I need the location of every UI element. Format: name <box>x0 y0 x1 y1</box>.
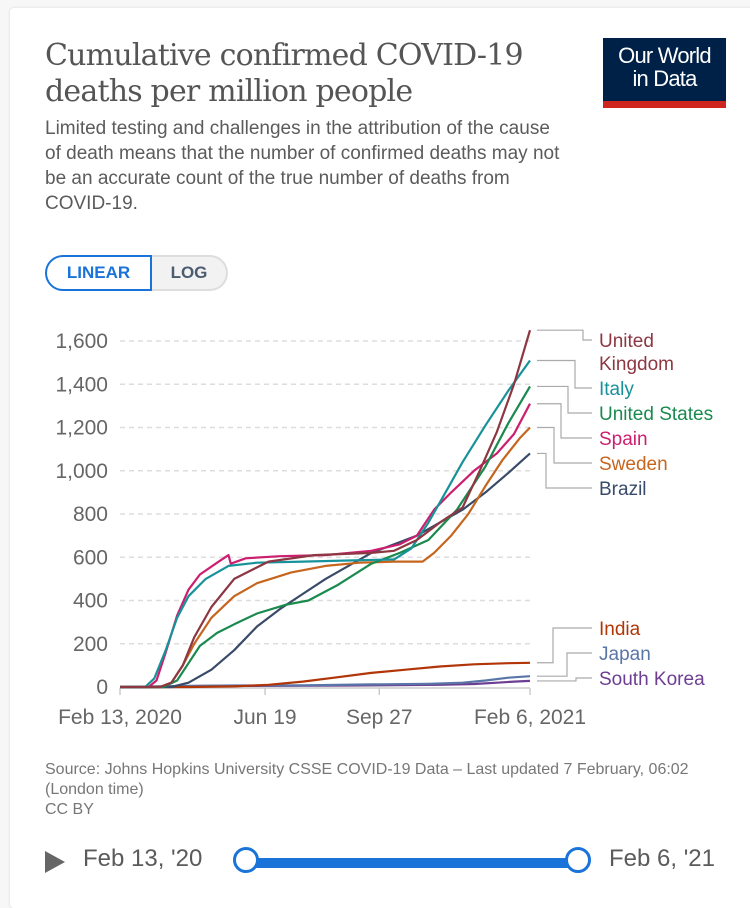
legend-label-brazil[interactable]: Brazil <box>599 479 647 500</box>
owid-logo[interactable]: Our World in Data <box>603 38 726 108</box>
logo-line-1: Our World <box>618 43 711 68</box>
legend-label-japan[interactable]: Japan <box>599 644 651 665</box>
scale-toggle: LINEAR LOG <box>45 255 228 293</box>
legend-label-united-states[interactable]: United States <box>599 404 713 425</box>
source-note: Source: Johns Hopkins University CSSE CO… <box>45 760 725 820</box>
source-text: Source: Johns Hopkins University CSSE CO… <box>45 761 689 798</box>
legend-connector <box>537 329 592 341</box>
series-line-italy[interactable] <box>120 359 531 689</box>
legend-label-india[interactable]: India <box>599 619 641 640</box>
license-text[interactable]: CC BY <box>45 801 94 818</box>
timeline-start-handle[interactable] <box>233 847 259 873</box>
y-axis-ticks: 0 200 400 600 800 1,000 1,200 1,400 1,600 <box>55 330 108 699</box>
logo-line-2: in Data <box>632 66 697 91</box>
chart-title: Cumulative confirmed COVID-19 deaths per… <box>45 38 524 109</box>
legend-label-united-kingdom[interactable]: Kingdom <box>599 354 674 375</box>
x-tick-label: Feb 13, 2020 <box>58 706 182 729</box>
x-tick-label: Jun 19 <box>234 706 297 729</box>
legend-label-sweden[interactable]: Sweden <box>599 454 668 475</box>
series-line-spain[interactable] <box>120 403 531 689</box>
timeline-start-label: Feb 13, '20 <box>83 845 203 872</box>
y-tick-label: 1,400 <box>55 373 108 396</box>
line-chart: 0 200 400 600 800 1,000 1,200 1,400 1,600 Feb 13… <box>55 329 713 729</box>
series-line-sweden[interactable] <box>120 426 531 689</box>
timeline-end-handle[interactable] <box>565 847 591 873</box>
y-tick-label: 1,600 <box>55 330 108 353</box>
legend-label-united-kingdom[interactable]: United <box>599 331 654 352</box>
legend-connector <box>537 385 592 414</box>
series-line-united-states[interactable] <box>120 385 531 689</box>
legend-connector <box>537 359 592 389</box>
chart-subtitle: Limited testing and challenges in the at… <box>45 118 560 214</box>
legend-connector <box>537 652 592 677</box>
timeline-end-label: Feb 6, '21 <box>609 845 715 872</box>
y-tick-label: 1,000 <box>55 460 108 483</box>
series-line-united-kingdom[interactable] <box>120 329 532 689</box>
y-tick-label: 400 <box>73 590 108 613</box>
legend-connector <box>537 677 592 682</box>
legend-label-italy[interactable]: Italy <box>599 379 634 400</box>
play-icon[interactable] <box>45 851 65 873</box>
legend-connector <box>537 426 592 464</box>
legend-connector <box>537 627 592 664</box>
series-lines <box>119 329 532 689</box>
x-tick-label: Sep 27 <box>346 706 413 729</box>
x-axis: Feb 13, 2020 Jun 19 Sep 27 Feb 6, 2021 <box>58 687 586 729</box>
y-tick-label: 1,200 <box>55 417 108 440</box>
y-tick-label: 0 <box>96 676 108 699</box>
legend-label-spain[interactable]: Spain <box>599 429 648 450</box>
timeline-track[interactable] <box>245 858 577 868</box>
x-tick-label: Feb 6, 2021 <box>474 706 586 729</box>
chart-card <box>10 8 750 908</box>
series-line-brazil[interactable] <box>120 452 531 689</box>
y-tick-label: 800 <box>73 503 108 526</box>
log-scale-button[interactable]: LOG <box>152 255 228 291</box>
series-line-india[interactable] <box>120 661 531 689</box>
legend-connector <box>537 403 592 439</box>
legend-label-south-korea[interactable]: South Korea <box>599 669 705 690</box>
legend-connector <box>537 452 592 489</box>
y-tick-label: 200 <box>73 633 108 656</box>
y-tick-label: 600 <box>73 546 108 569</box>
timeline: Feb 13, '20 Feb 6, '21 <box>45 845 735 879</box>
linear-scale-button[interactable]: LINEAR <box>45 255 152 291</box>
